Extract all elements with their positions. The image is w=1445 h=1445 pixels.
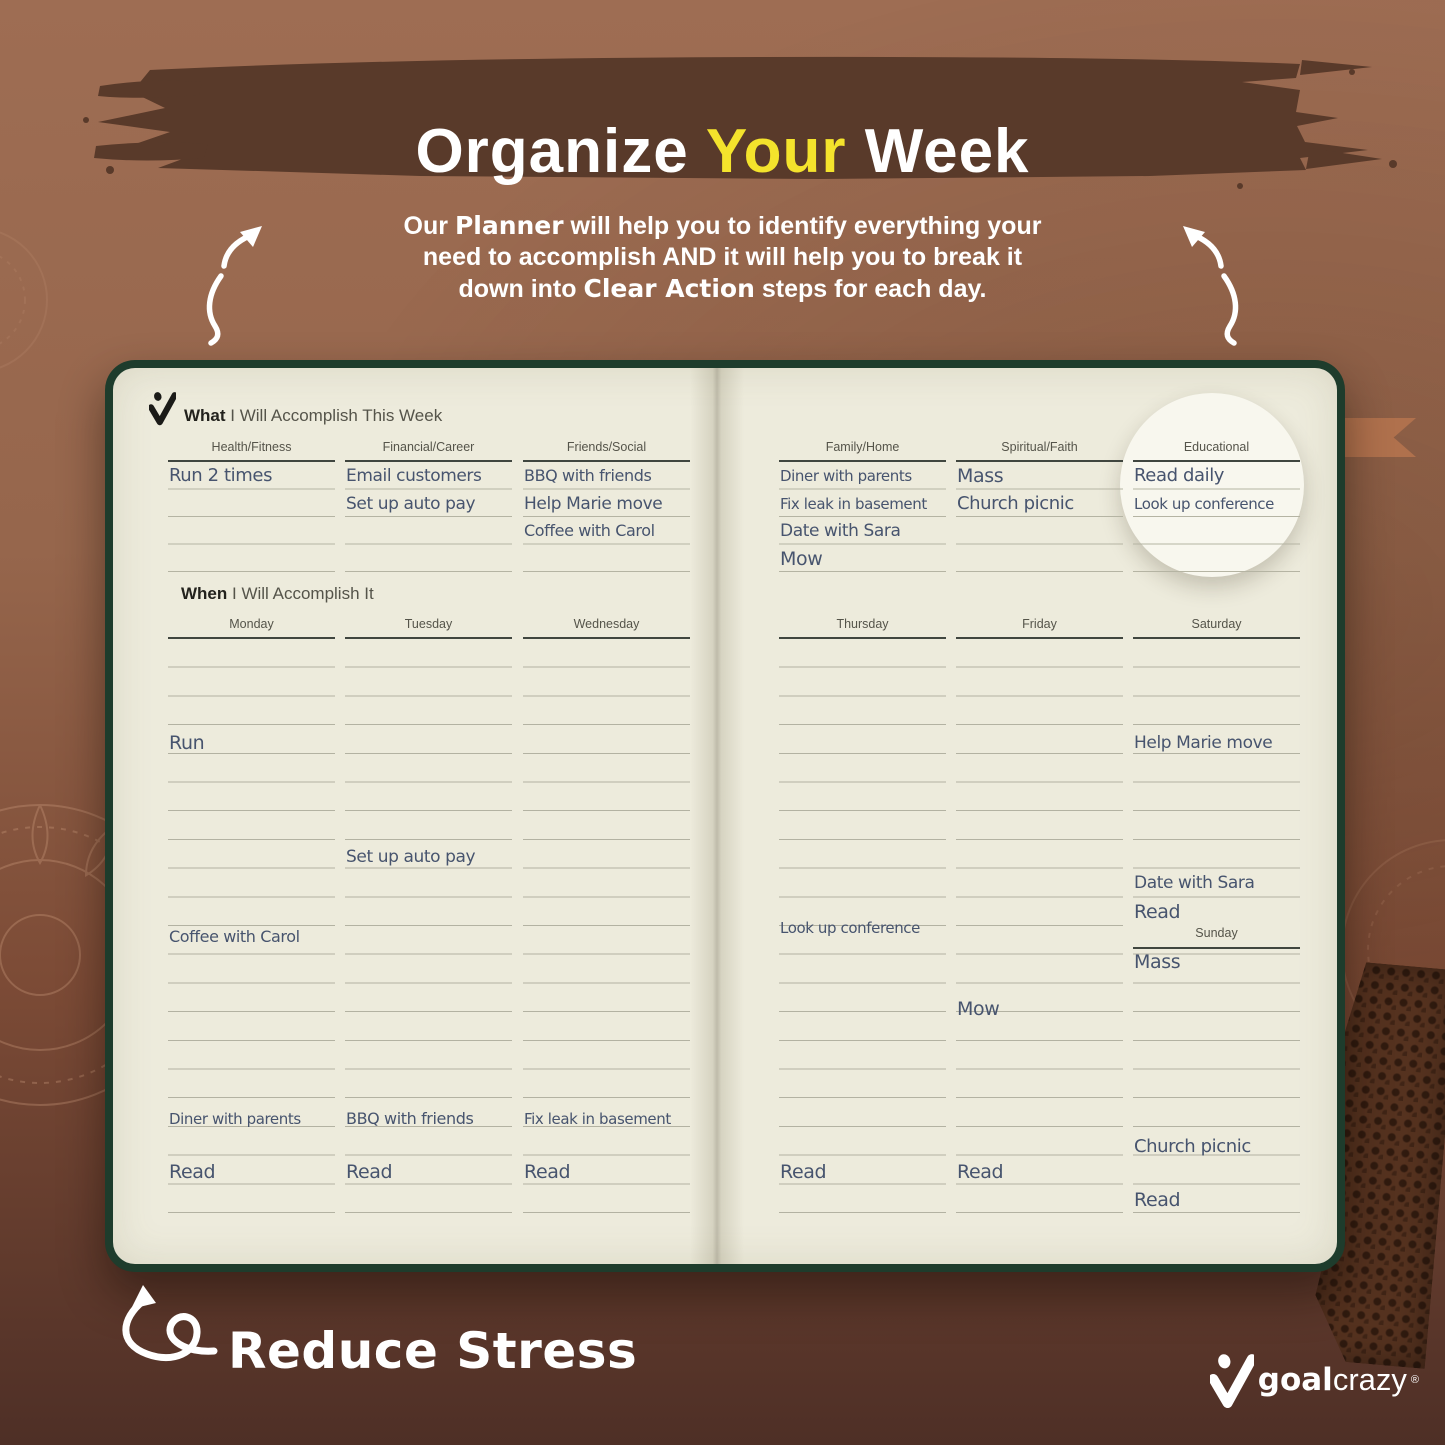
person-checkmark-icon (149, 392, 176, 426)
category-label: Health/Fitness (211, 440, 292, 454)
category-column: Friends/Social BBQ with friends Help Marie… (523, 440, 690, 576)
person-checkmark-icon (1209, 1354, 1254, 1408)
handwritten-entry: Mow (780, 547, 823, 570)
when-section-title: When I Will Accomplish It (181, 584, 374, 604)
handwritten-entry: Diner with parents (169, 1110, 301, 1128)
what-title-text: What I Will Accomplish This Week (184, 406, 443, 425)
day-label: Wednesday (573, 617, 640, 631)
day-column: Monday Run Coffee with Carol Diner with par… (168, 617, 335, 1229)
handwritten-entry: Coffee with Carol (169, 927, 300, 946)
handwritten-entry: BBQ with friends (346, 1109, 474, 1128)
handwritten-entry: Mass (957, 465, 1004, 487)
category-label: Educational (1183, 440, 1250, 454)
goalcrazy-logo: goalcrazy ® (1209, 1352, 1419, 1408)
handwritten-entry: Read (1134, 1189, 1181, 1211)
category-label: Spiritual/Faith (1001, 440, 1078, 454)
handwritten-entry: Fix leak in basement (780, 494, 927, 513)
handwritten-entry: Mass (1134, 951, 1181, 973)
reduce-stress-slogan: Reduce Stress (228, 1322, 638, 1380)
handwritten-entry: Coffee with Carol (524, 521, 655, 540)
handwritten-entry: Email customers (346, 466, 482, 486)
planner-spine (690, 368, 744, 1264)
handwritten-entry: Look up conference (1134, 494, 1274, 513)
curly-arrow-icon (122, 1297, 218, 1362)
handwritten-entry: Read (169, 1161, 216, 1183)
day-column: Thursday Look up conference Read (779, 617, 946, 1229)
handwritten-entry: Diner with parents (780, 467, 912, 485)
handwritten-entry: Set up auto pay (346, 847, 476, 867)
category-column: Health/Fitness Run 2 times (168, 440, 335, 576)
day-column: Wednesday Fix leak in basement Read (523, 617, 690, 1229)
day-label: Thursday (836, 617, 889, 631)
day-column: Friday Mow Read (956, 617, 1123, 1229)
handwritten-entry: Mow (957, 998, 1000, 1020)
handwritten-entry: Set up auto pay (346, 493, 476, 514)
planner-spread: What I Will Accomplish This Week When I … (105, 360, 1345, 1272)
intro-line: need to accomplish AND it will help you … (422, 243, 1023, 271)
day-label: Sunday (1195, 926, 1238, 940)
intro-paragraph: Our Planner will help you to identify ev… (0, 210, 1445, 305)
day-label: Friday (1022, 617, 1057, 631)
category-column: Financial/Career Email customers Set up au… (345, 440, 512, 576)
day-label: Tuesday (404, 617, 453, 631)
day-column: Tuesday Set up auto pay BBQ with friends Re… (345, 617, 512, 1229)
handwritten-entry: Read (780, 1161, 827, 1183)
handwritten-entry: Read (1134, 901, 1181, 923)
handwritten-entry: Date with Sara (1134, 873, 1255, 893)
page-title: Organize Your Week (415, 116, 1030, 186)
handwritten-entry: Help Marie move (524, 493, 663, 514)
category-column: Spiritual/Faith Mass Church picnic (956, 440, 1123, 576)
handwritten-entry: Read (346, 1161, 393, 1183)
what-section-title: What I Will Accomplish This Week (149, 390, 442, 426)
handwritten-entry: Fix leak in basement (524, 1110, 671, 1128)
day-column: Saturday Help Marie move Date with Sara Rea… (1133, 617, 1300, 1229)
category-label: Friends/Social (566, 440, 647, 454)
handwritten-entry: Run 2 times (169, 465, 273, 486)
handwritten-entry: Church picnic (1134, 1136, 1251, 1157)
sub-day-header: Sunday (1133, 922, 1300, 949)
handwritten-entry: Date with Sara (780, 521, 901, 541)
intro-line: down into Clear Action steps for each da… (458, 274, 987, 303)
handwritten-entry: Read (957, 1161, 1004, 1183)
intro-line: Our Planner will help you to identify ev… (403, 211, 1042, 240)
handwritten-entry: Help Marie move (1134, 733, 1273, 753)
category-column: Educational Read daily Look up conference (1133, 440, 1300, 576)
brand-wordmark: goalcrazy (1257, 1362, 1407, 1398)
day-label: Saturday (1191, 617, 1242, 631)
handwritten-entry: Look up conference (780, 919, 920, 937)
category-column: Family/Home Diner with parents Fix leak in… (779, 440, 946, 576)
handwritten-entry: BBQ with friends (524, 466, 652, 485)
handwritten-entry: Church picnic (957, 492, 1074, 514)
handwritten-entry: Run (169, 732, 205, 754)
day-label: Monday (229, 617, 274, 631)
category-label: Family/Home (825, 440, 900, 454)
category-label: Financial/Career (382, 440, 475, 454)
handwritten-entry: Read (524, 1161, 571, 1183)
handwritten-entry: Read daily (1134, 465, 1225, 486)
registered-trademark: ® (1410, 1374, 1419, 1386)
when-title-text: When I Will Accomplish It (181, 584, 374, 603)
